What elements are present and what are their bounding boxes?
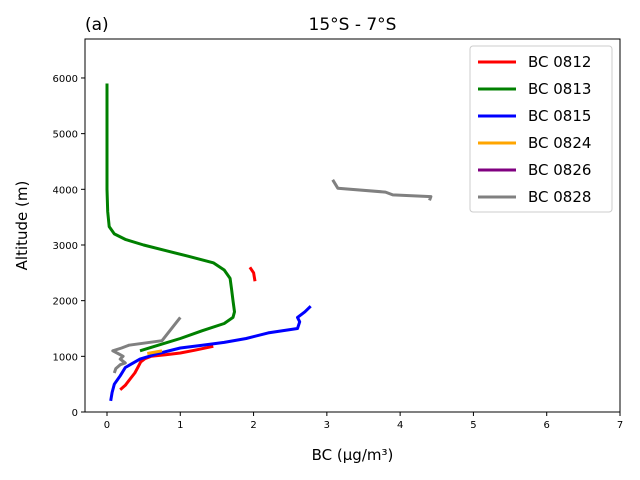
x-tick-label: 0 bbox=[104, 420, 110, 431]
series-line-bc-0828 bbox=[331, 179, 433, 201]
axes-frame bbox=[84, 38, 621, 413]
y-axis: 0 1000 2000 3000 4000 5000 6000 bbox=[53, 74, 85, 419]
series-line-bc-0813 bbox=[105, 83, 236, 353]
x-tick-label: 6 bbox=[544, 420, 550, 431]
y-axis-label: Altitude (m) bbox=[13, 181, 31, 271]
y-tick-label: 1000 bbox=[53, 352, 78, 363]
panel-label: (a) bbox=[85, 15, 109, 35]
x-tick-label: 5 bbox=[470, 420, 476, 431]
x-tick-label: 2 bbox=[250, 420, 256, 431]
y-tick-label: 4000 bbox=[53, 185, 78, 196]
y-tick-label: 5000 bbox=[53, 130, 78, 141]
y-tick-label: 2000 bbox=[53, 297, 78, 308]
legend: BC 0812 BC 0813 BC 0815 BC 0824 BC 0826 BC 08… bbox=[469, 45, 613, 213]
legend-label-bc-0813: BC 0813 bbox=[528, 80, 591, 98]
y-tick-label: 0 bbox=[72, 408, 78, 419]
x-axis-label: BC (μg/m³) bbox=[312, 446, 394, 464]
legend-label-bc-0815: BC 0815 bbox=[528, 107, 591, 125]
x-tick-label: 4 bbox=[397, 420, 403, 431]
series-line-bc-0824 bbox=[147, 349, 163, 355]
legend-label-bc-0824: BC 0824 bbox=[528, 134, 591, 152]
legend-label-bc-0828: BC 0828 bbox=[528, 188, 591, 206]
x-tick-label: 7 bbox=[617, 420, 623, 431]
y-tick-label: 3000 bbox=[53, 241, 78, 252]
x-axis: 0 1 2 3 4 5 6 7 bbox=[104, 412, 623, 431]
legend-label-bc-0826: BC 0826 bbox=[528, 161, 591, 179]
x-tick-label: 3 bbox=[324, 420, 330, 431]
series-line-bc-0812 bbox=[248, 266, 257, 282]
chart-title: 15°S - 7°S bbox=[309, 15, 397, 35]
x-tick-label: 1 bbox=[177, 420, 183, 431]
series-line-bc-0815 bbox=[109, 305, 312, 402]
plot-lines bbox=[105, 83, 433, 402]
series-line-bc-0828 bbox=[111, 316, 182, 374]
legend-label-bc-0812: BC 0812 bbox=[528, 53, 591, 71]
series-line-bc-0812 bbox=[119, 344, 214, 391]
y-tick-label: 6000 bbox=[53, 74, 78, 85]
